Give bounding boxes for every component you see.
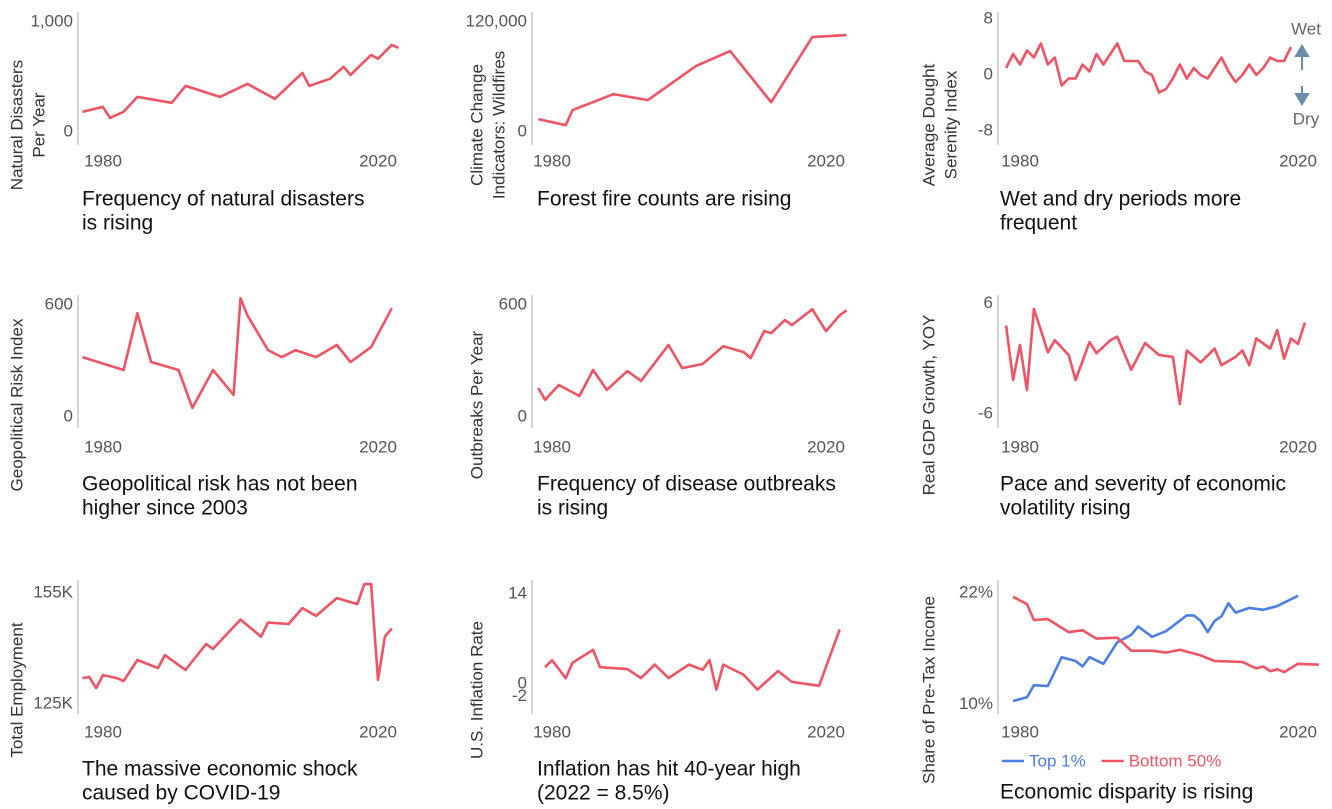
arrow-down-head — [1294, 93, 1310, 106]
caption: Forest fire counts are rising — [537, 188, 791, 211]
y-tick-label: 0 — [64, 121, 73, 140]
caption: The massive economic shock — [82, 758, 358, 781]
data-line — [1012, 595, 1319, 674]
x-tick-label: 1980 — [84, 151, 122, 170]
y-tick-label: 0 — [518, 673, 527, 692]
caption: (2022 = 8.5%) — [537, 782, 670, 805]
caption: Frequency of natural disasters — [82, 188, 364, 211]
y-axis-label: Average Dought — [919, 63, 938, 186]
data-line — [82, 43, 400, 120]
y-tick-label: -2 — [512, 686, 527, 705]
y-tick-label: 0 — [984, 64, 993, 83]
data-line — [537, 308, 848, 402]
y-axis-label: Share of Pre-Tax Income — [919, 596, 938, 784]
y-axis-label: U.S. Inflation Rate — [467, 621, 486, 759]
y-tick-label: 125K — [33, 693, 73, 712]
y-tick-label: 155K — [33, 582, 73, 601]
x-tick-label: 2020 — [1279, 722, 1317, 741]
data-line — [544, 628, 841, 691]
y-tick-label: 1,000 — [30, 11, 73, 30]
legend-label: Top 1% — [1029, 751, 1086, 770]
data-line — [1004, 307, 1307, 406]
x-tick-label: 2020 — [807, 437, 845, 456]
y-tick-label: 22% — [959, 583, 993, 602]
caption: higher since 2003 — [82, 497, 248, 520]
y-axis-label: Real GDP Growth, YOY — [919, 315, 938, 496]
y-axis-label: Total Employment — [7, 622, 26, 757]
legend-label: Bottom 50% — [1129, 751, 1222, 770]
y-axis-label: Natural Disasters — [7, 60, 26, 190]
caption: is rising — [537, 497, 608, 520]
data-line — [1004, 42, 1293, 94]
caption: Inflation has hit 40-year high — [537, 758, 801, 781]
y-axis-label: Serenity Index — [941, 70, 960, 179]
data-line — [1012, 594, 1299, 703]
y-tick-label: 14 — [508, 584, 527, 603]
y-axis-label: Indicators: Wildfires — [489, 51, 508, 199]
x-tick-label: 2020 — [807, 151, 845, 170]
y-tick-label: 8 — [984, 8, 993, 27]
x-tick-label: 2020 — [1279, 437, 1317, 456]
y-axis-label: Per Year — [29, 92, 48, 158]
data-line — [82, 297, 393, 410]
y-tick-label: 600 — [499, 295, 527, 314]
x-tick-label: 1980 — [533, 151, 571, 170]
caption: frequent — [1000, 212, 1077, 235]
x-tick-label: 2020 — [359, 151, 397, 170]
data-line — [82, 582, 393, 690]
x-tick-label: 1980 — [1001, 151, 1039, 170]
caption: Pace and severity of economic — [1000, 473, 1286, 496]
caption: Geopolitical risk has not been — [82, 473, 358, 496]
x-tick-label: 2020 — [359, 722, 397, 741]
data-line — [538, 33, 847, 127]
x-tick-label: 2020 — [359, 437, 397, 456]
annotation: Wet — [1291, 19, 1321, 38]
wet-dry-arrows — [1294, 44, 1310, 106]
x-tick-label: 1980 — [533, 722, 571, 741]
y-axis-label: Outbreaks Per Year — [467, 330, 486, 479]
caption: is rising — [82, 212, 153, 235]
arrow-up-head — [1294, 44, 1310, 57]
y-tick-label: 6 — [984, 293, 993, 312]
x-tick-label: 1980 — [533, 437, 571, 456]
y-axis-label: Geopolitical Risk Index — [7, 318, 26, 491]
y-axis-label: Climate Change — [467, 64, 486, 186]
x-tick-label: 1980 — [1001, 722, 1039, 741]
y-tick-label: 0 — [518, 406, 527, 425]
caption: Wet and dry periods more — [1000, 188, 1241, 211]
caption: volatility rising — [1000, 497, 1131, 520]
y-tick-label: -6 — [978, 404, 993, 423]
y-tick-label: 120,000 — [466, 12, 527, 31]
caption: Frequency of disease outbreaks — [537, 473, 836, 496]
y-tick-label: 0 — [518, 122, 527, 141]
x-tick-label: 1980 — [84, 437, 122, 456]
x-tick-label: 2020 — [807, 722, 845, 741]
caption: Economic disparity is rising — [1000, 781, 1253, 804]
y-tick-label: 10% — [959, 694, 993, 713]
x-tick-label: 1980 — [1001, 437, 1039, 456]
caption: caused by COVID-19 — [82, 782, 280, 805]
y-tick-label: 600 — [45, 295, 73, 314]
x-tick-label: 2020 — [1279, 151, 1317, 170]
y-tick-label: 0 — [64, 406, 73, 425]
x-tick-label: 1980 — [84, 722, 122, 741]
annotation: Dry — [1293, 109, 1320, 128]
y-tick-label: -8 — [978, 120, 993, 139]
